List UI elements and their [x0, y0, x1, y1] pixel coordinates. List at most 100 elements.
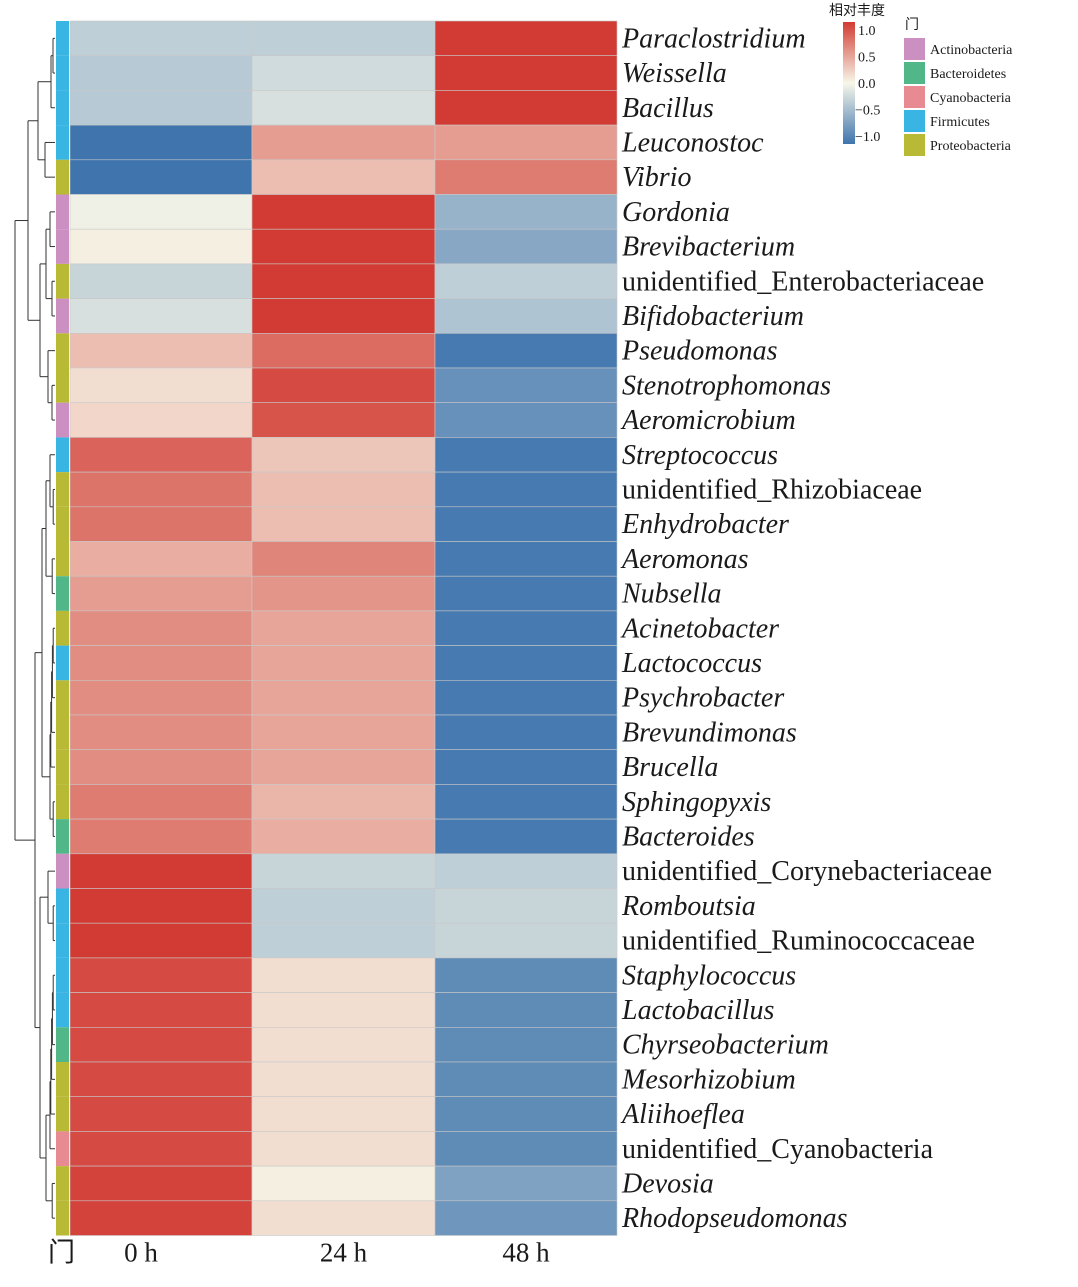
heatmap-cell: [434, 471, 618, 508]
phylum-legend: 门 Actinobacteria Bacteroidetes Cyanobacter…: [904, 17, 1013, 156]
row-label: Bacteroides: [622, 821, 755, 852]
heatmap-cell: [251, 645, 436, 681]
phylum-annotation-cell: [56, 298, 69, 334]
heatmap-cell: [434, 1165, 618, 1202]
row-label: unidentified_Rhizobiaceae: [622, 474, 922, 505]
heatmap-cell: [69, 506, 253, 542]
row-label: Aeromonas: [620, 544, 749, 575]
heatmap-cell: [69, 992, 253, 1028]
phylum-annotation-cell: [56, 55, 69, 91]
heatmap-cell: [251, 575, 436, 612]
phylum-annotation-cell: [56, 1166, 69, 1201]
heatmap-cell: [434, 679, 618, 716]
heatmap-cell: [69, 1027, 253, 1063]
color-scale-title: 相对丰度: [829, 3, 885, 19]
heatmap-cell: [69, 749, 253, 785]
heatmap-cell: [251, 888, 436, 924]
heatmap-cell: [251, 55, 436, 91]
heatmap-cell: [434, 1200, 618, 1236]
heatmap-cell: [434, 263, 618, 299]
phylum-annotation-cell: [56, 368, 69, 403]
heatmap-cell: [251, 1096, 436, 1132]
heatmap-cell: [434, 610, 618, 646]
heatmap-cell: [434, 853, 618, 889]
heatmap-cell: [251, 124, 436, 161]
row-label: Pseudomonas: [621, 336, 778, 367]
heatmap-cell: [251, 749, 436, 785]
phylum-legend-swatch: [904, 38, 925, 60]
heatmap-cell: [69, 888, 253, 924]
heatmap-cell: [69, 263, 253, 299]
heatmap-cell: [434, 90, 618, 126]
phylum-annotation-cell: [56, 21, 69, 56]
annotation-axis-label: 门: [48, 1238, 75, 1268]
heatmap-cell: [251, 1165, 436, 1202]
row-label: Stenotrophomonas: [622, 370, 831, 401]
heatmap-cell: [434, 818, 618, 855]
heatmap-cell: [69, 367, 253, 404]
heatmap-cell: [434, 437, 618, 473]
row-label: Acinetobacter: [620, 613, 779, 644]
row-label: Aeromicrobium: [620, 405, 796, 436]
heatmap-cell: [251, 784, 436, 820]
heatmap-cell: [251, 402, 436, 438]
heatmap-cell: [251, 818, 436, 855]
phylum-legend-swatch: [904, 134, 925, 156]
row-labels: Paraclostridium Weissella BacillusLeuconos…: [620, 23, 992, 1234]
phylum-annotation-cell: [56, 888, 69, 924]
heatmap-cell: [69, 922, 253, 959]
heatmap-cell: [69, 1200, 253, 1236]
phylum-annotation-cell: [56, 506, 69, 542]
phylum-legend-label: Cyanobacteria: [930, 91, 1012, 106]
heatmap-cell: [251, 1200, 436, 1236]
heatmap-cell: [251, 159, 436, 195]
heatmap-cell: [434, 714, 618, 751]
color-scale-tick: 0.0: [858, 77, 876, 92]
row-label: Aliihoeflea: [620, 1099, 745, 1130]
heatmap-cell: [69, 124, 253, 161]
heatmap-cell: [251, 20, 436, 57]
phylum-annotation-cell: [56, 992, 69, 1028]
heatmap-cell: [69, 853, 253, 889]
heatmap-cell: [434, 749, 618, 785]
heatmap-cell: [434, 298, 618, 334]
heatmap-cell: [69, 541, 253, 577]
phylum-annotation-cell: [56, 1200, 69, 1236]
phylum-legend-label: Firmicutes: [930, 115, 990, 130]
row-label: unidentified_Cyanobacteria: [622, 1134, 934, 1165]
heatmap-cell: [251, 332, 436, 369]
heatmap-cell: [251, 610, 436, 646]
row-label: Gordonia: [622, 197, 730, 228]
heatmap-cell: [434, 124, 618, 161]
heatmap-cell: [69, 714, 253, 751]
heatmap-cell: [69, 194, 253, 230]
heatmap-cell: [251, 1061, 436, 1098]
heatmap-cell: [434, 55, 618, 91]
phylum-annotation-bar: [56, 21, 69, 1236]
row-label: Nubsella: [621, 579, 722, 610]
heatmap-cell: [434, 402, 618, 438]
color-scale-tick: 1.0: [858, 24, 876, 39]
heatmap-cell: [251, 679, 436, 716]
phylum-annotation-cell: [56, 229, 69, 264]
color-scale-tick: −1.0: [855, 130, 880, 145]
row-label: Vibrio: [622, 162, 691, 193]
phylum-annotation-cell: [56, 541, 69, 577]
heatmap-cell: [251, 1027, 436, 1063]
phylum-annotation-cell: [56, 645, 69, 681]
heatmap-cell: [69, 298, 253, 334]
heatmap-cell: [434, 957, 618, 993]
phylum-annotation-cell: [56, 610, 69, 646]
phylum-annotation-cell: [56, 90, 69, 126]
heatmap-cell: [69, 610, 253, 646]
phylum-legend-swatch: [904, 86, 925, 108]
heatmap-cell: [69, 1061, 253, 1098]
heatmap-cell: [434, 575, 618, 612]
color-scale-legend: 相对丰度 1.0 0.5 0.0 −0.5 −1.0: [829, 3, 885, 145]
heatmap-cell: [251, 263, 436, 299]
heatmap-cell: [251, 714, 436, 751]
color-scale-tick: 0.5: [858, 50, 876, 65]
row-label: Lactococcus: [621, 648, 762, 679]
heatmap-cell: [434, 332, 618, 369]
phylum-annotation-cell: [56, 1131, 69, 1167]
